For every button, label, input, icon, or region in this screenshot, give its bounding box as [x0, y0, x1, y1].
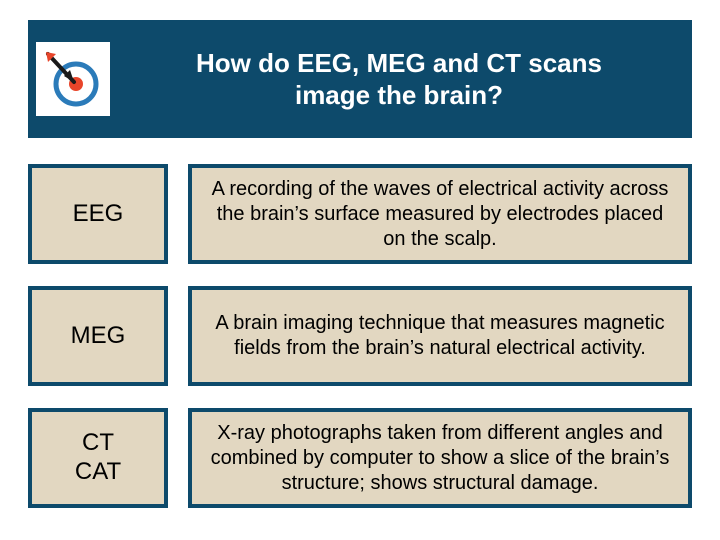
header-banner: How do EEG, MEG and CT scans image the b…: [28, 20, 692, 138]
term-description-meg: A brain imaging technique that measures …: [188, 286, 692, 386]
term-description-eeg: A recording of the waves of electrical a…: [188, 164, 692, 264]
term-label-eeg: EEG: [28, 164, 168, 264]
target-arrow-icon: [36, 42, 110, 116]
term-label-ct: CT CAT: [28, 408, 168, 508]
definition-row: MEG A brain imaging technique that measu…: [28, 286, 692, 386]
term-description-ct: X-ray photographs taken from different a…: [188, 408, 692, 508]
definition-row: CT CAT X-ray photographs taken from diff…: [28, 408, 692, 508]
slide-title: How do EEG, MEG and CT scans image the b…: [110, 47, 688, 112]
term-label-meg: MEG: [28, 286, 168, 386]
definition-row: EEG A recording of the waves of electric…: [28, 164, 692, 264]
